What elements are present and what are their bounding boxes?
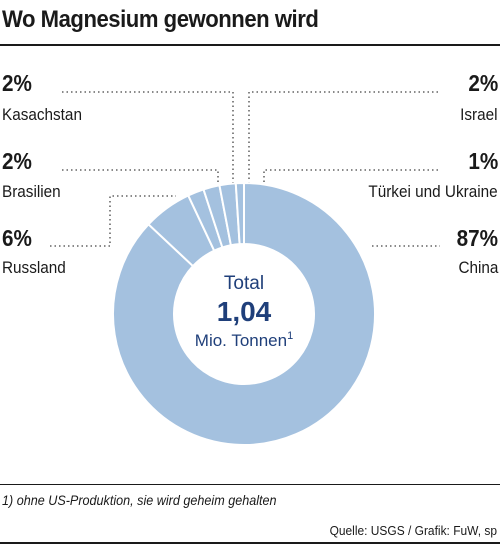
leader-line-brasilien <box>62 169 219 186</box>
center-footnote-mark: 1 <box>287 330 293 342</box>
leader-line-kasachstan <box>62 91 234 184</box>
slice-china <box>112 181 376 446</box>
center-unit-text: Mio. Tonnen <box>195 331 287 350</box>
slice-label-china: China <box>458 258 498 277</box>
pct-label-israel: 2% <box>468 70 498 96</box>
pct-label-brasilien: 2% <box>2 148 32 174</box>
leader-lines <box>50 91 440 247</box>
slice-label-tuerkei-ukraine: Türkei und Ukraine <box>368 182 498 201</box>
top-rule <box>0 44 500 46</box>
slice-label-israel: Israel <box>460 105 498 124</box>
slice-label-kasachstan: Kasachstan <box>2 105 82 124</box>
source-credit: Quelle: USGS / Grafik: FuW, sp <box>329 523 497 538</box>
leader-line-tuerkei-ukraine <box>263 169 438 184</box>
slice-tuerkei-ukraine <box>234 181 245 246</box>
donut-chart: Total 1,04 Mio. Tonnen1 <box>50 91 440 446</box>
center-total-label: Total <box>224 273 264 294</box>
slice-label-brasilien: Brasilien <box>2 182 61 201</box>
slice-label-russland: Russland <box>2 258 66 277</box>
chart-title: Wo Magnesium gewonnen wird <box>2 6 319 33</box>
center-total-value: 1,04 <box>217 296 272 327</box>
pct-label-kasachstan: 2% <box>2 70 32 96</box>
center-unit-label: Mio. Tonnen1 <box>195 330 293 350</box>
footnote: 1) ohne US-Produktion, sie wird geheim g… <box>2 492 277 508</box>
donut-slices <box>112 181 376 446</box>
footnote-rule <box>0 484 500 485</box>
pct-label-tuerkei-ukraine: 1% <box>468 148 498 174</box>
pct-label-china: 87% <box>456 225 498 251</box>
bottom-rule <box>0 542 500 544</box>
leader-line-israel <box>248 91 438 183</box>
pct-label-russland: 6% <box>2 225 32 251</box>
